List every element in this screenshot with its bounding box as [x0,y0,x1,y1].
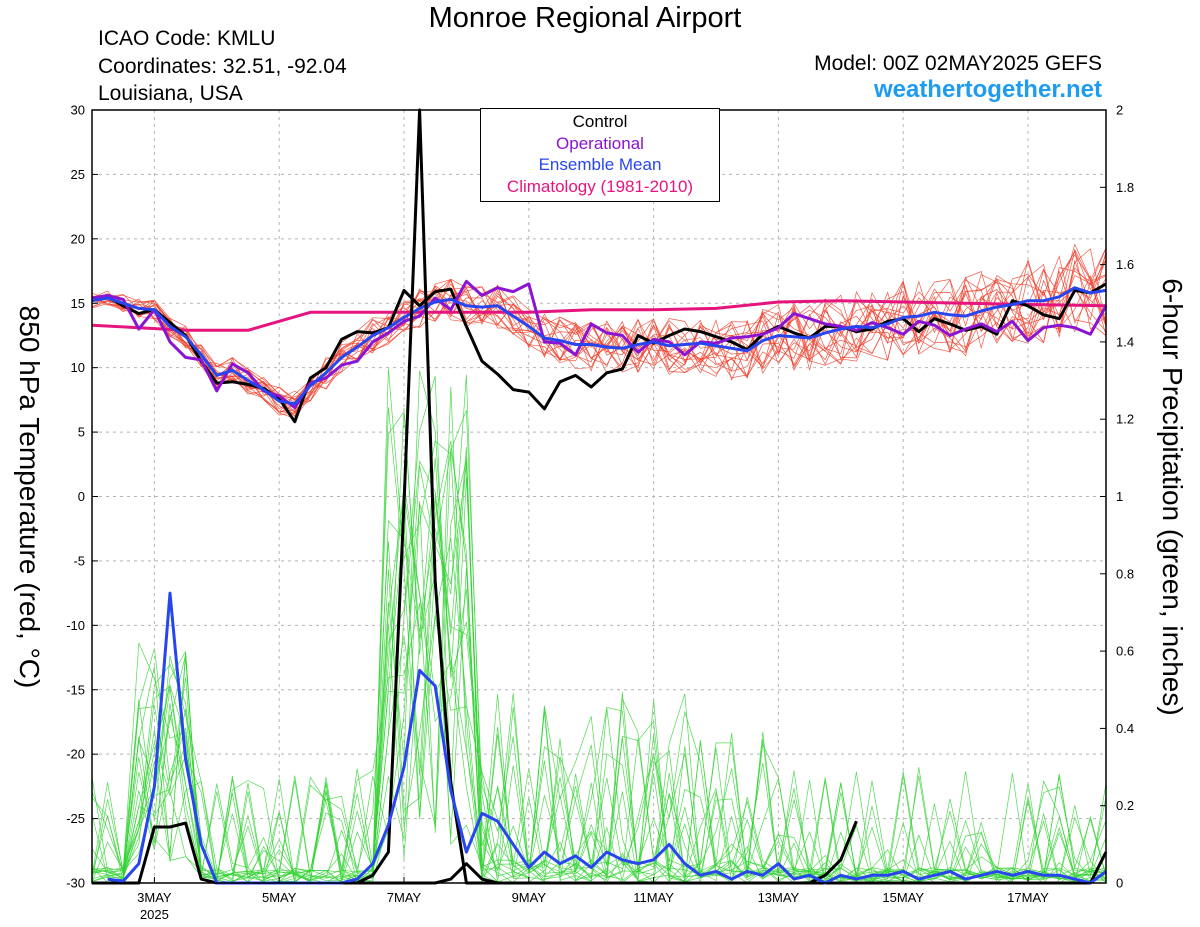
y-tick-label-left: -10 [66,618,85,633]
y-axis-label-right: 6-hour Precipitation (green, inches) [1157,278,1188,716]
y-tick-label-left: 0 [78,489,85,504]
site-link[interactable]: weathertogether.net [873,76,1102,103]
ensemble-member-precip [91,494,1107,883]
x-tick-label: 15MAY [882,890,924,905]
legend: Control Operational Ensemble Mean Climatolo… [480,108,720,202]
ensemble-member-precip [91,407,1107,884]
ensemble-member-temp [91,250,1107,413]
y-tick-label-left: 20 [71,231,85,246]
ensemble-member-precip [91,407,1107,883]
y-tick-label-left: 15 [71,296,85,311]
legend-item: Climatology (1981-2010) [506,176,694,196]
series-line-2 [91,286,1107,406]
legend-item: Operational [556,133,644,153]
ensemble-member-temp [91,254,1107,419]
y-tick-label-right: 2 [1116,103,1123,118]
y-tick-label-left: 30 [71,103,85,118]
ensemble-member-precip [91,567,1107,883]
ensemble-member-precip [91,410,1107,883]
y-tick-label-left: -20 [66,747,85,762]
y-tick-label-left: -5 [73,553,85,568]
y-tick-label-right: 0 [1116,876,1123,891]
x-tick-label: 11MAY [633,890,674,905]
legend-item: Ensemble Mean [538,155,662,174]
model-run: Model: 00Z 02MAY2025 GEFS [814,52,1102,75]
series-line-3 [91,299,1107,332]
x-tick-label: 3MAY [137,890,172,905]
x-tick-label: 13MAY [758,890,800,905]
location: Louisiana, USA [98,82,243,105]
grid [92,110,1106,883]
coordinates: Coordinates: 32.51, -92.04 [98,55,347,78]
y-tick-label-right: 0.2 [1116,798,1134,813]
y-tick-label-left: 25 [71,167,85,182]
x-tick-label: 5MAY [262,890,297,905]
legend-item: Control [572,112,628,131]
ensemble-member-precip [91,374,1107,884]
y-tick-label-left: -15 [66,682,85,697]
chart-title: Monroe Regional Airport [428,2,742,34]
y-tick-label-right: 0.8 [1116,566,1134,581]
y-tick-label-right: 1 [1116,489,1123,504]
ensemble-member-temp [91,267,1107,414]
y-tick-label-right: 0.6 [1116,644,1134,659]
icao-code: ICAO Code: KMLU [98,27,276,50]
ensemble-member-precip [91,485,1107,884]
ensemble-member-precip [91,386,1107,883]
y-axis-label-left: 850 hPa Temperature (red, °C) [14,305,45,689]
y-tick-label-right: 1.8 [1116,180,1134,195]
x-tick-label: 9MAY [512,890,547,905]
ensemble-member-precip [91,368,1107,884]
x-tick-label: 17MAY [1007,890,1049,905]
y-tick-label-right: 1.6 [1116,257,1134,272]
x-tick-sublabel: 2025 [140,907,169,922]
ensemble-member-precip [91,460,1107,883]
y-tick-label-right: 1.2 [1116,412,1134,427]
y-tick-label-left: -25 [66,811,85,826]
y-tick-label-left: 5 [78,425,85,440]
ensemble-member-temp [91,274,1107,416]
ensemble-member-temp [91,275,1107,400]
ensemble-member-precip [91,409,1107,884]
y-tick-label-right: 0.4 [1116,721,1134,736]
y-tick-label-left: -30 [66,876,85,891]
ensemble-member-temp [91,250,1107,413]
y-tick-label-left: 10 [71,360,85,375]
x-tick-label: 7MAY [387,890,422,905]
y-tick-label-right: 1.4 [1116,334,1134,349]
